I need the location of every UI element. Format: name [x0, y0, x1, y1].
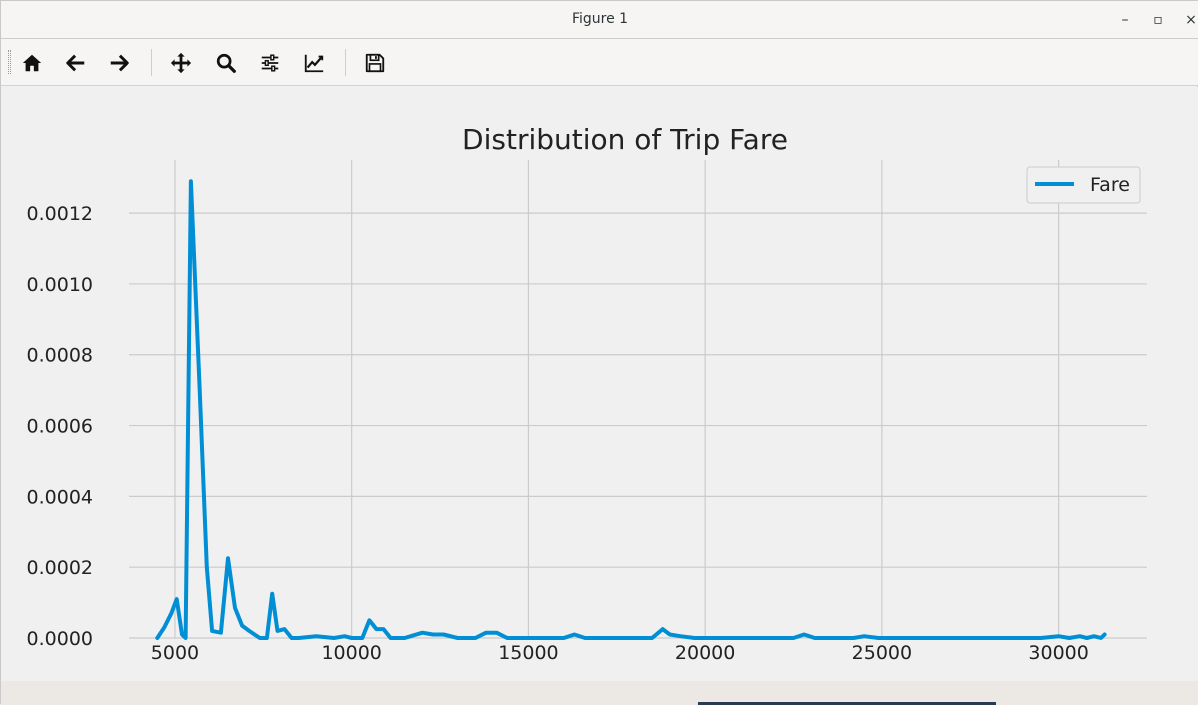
legend-box [1026, 166, 1141, 204]
figure-canvas[interactable]: 0.0000 0.0002 0.0004 0.0006 0.0008 0.0010 0.00… [1, 87, 1198, 681]
legend-label-fare: Fare [1090, 174, 1130, 196]
title-bar[interactable]: Figure 1 – ▫ × [1, 1, 1198, 39]
y-tick-label: 0.0012 [27, 203, 93, 225]
pan-button[interactable] [166, 48, 196, 78]
forward-arrow-icon [110, 54, 129, 72]
home-button[interactable] [17, 48, 47, 78]
subplots-button[interactable] [255, 48, 285, 78]
edit-axes-icon [304, 54, 324, 73]
save-button[interactable] [360, 48, 390, 78]
y-tick-label: 0.0008 [27, 345, 93, 367]
zoom-button[interactable] [211, 48, 241, 78]
y-tick-label: 0.0000 [27, 628, 93, 650]
navigation-toolbar [1, 39, 1198, 86]
back-button[interactable] [61, 48, 91, 78]
y-tick-label: 0.0006 [27, 416, 93, 438]
y-tick-label: 0.0004 [27, 486, 93, 508]
x-tick-label: 20000 [675, 642, 735, 664]
pan-icon [170, 52, 192, 74]
x-axis-ticks: 5000 10000 15000 20000 25000 30000 [151, 642, 1089, 664]
y-tick-label: 0.0010 [27, 274, 93, 296]
zoom-icon [216, 53, 236, 73]
status-bar [1, 681, 1198, 705]
minimize-button[interactable]: – [1121, 12, 1129, 28]
window-title: Figure 1 [571, 11, 629, 27]
close-button[interactable]: × [1185, 12, 1197, 28]
save-icon [365, 53, 385, 73]
chart-title: Distribution of Trip Fare [462, 123, 788, 156]
toolbar-separator [151, 49, 152, 76]
y-tick-label: 0.0002 [27, 557, 93, 579]
x-tick-label: 25000 [852, 642, 912, 664]
toolbar-separator [345, 49, 346, 76]
maximize-button[interactable]: ▫ [1153, 12, 1163, 28]
series-line-fare [155, 179, 1107, 640]
home-icon [22, 54, 42, 72]
trip-fare-chart: 0.0000 0.0002 0.0004 0.0006 0.0008 0.0010 0.00… [27, 123, 1147, 664]
edit-axes-button[interactable] [299, 48, 329, 78]
x-tick-label: 5000 [151, 642, 199, 664]
back-arrow-icon [66, 54, 85, 72]
x-tick-label: 10000 [321, 642, 381, 664]
legend: Fare [1026, 166, 1141, 204]
y-axis-ticks: 0.0000 0.0002 0.0004 0.0006 0.0008 0.0010 0.00… [27, 203, 93, 650]
toolbar-grip[interactable] [8, 50, 11, 74]
subplots-icon [261, 54, 279, 72]
grid-lines [129, 160, 1147, 639]
forward-button[interactable] [104, 48, 134, 78]
x-tick-label: 30000 [1028, 642, 1088, 664]
x-tick-label: 15000 [498, 642, 558, 664]
